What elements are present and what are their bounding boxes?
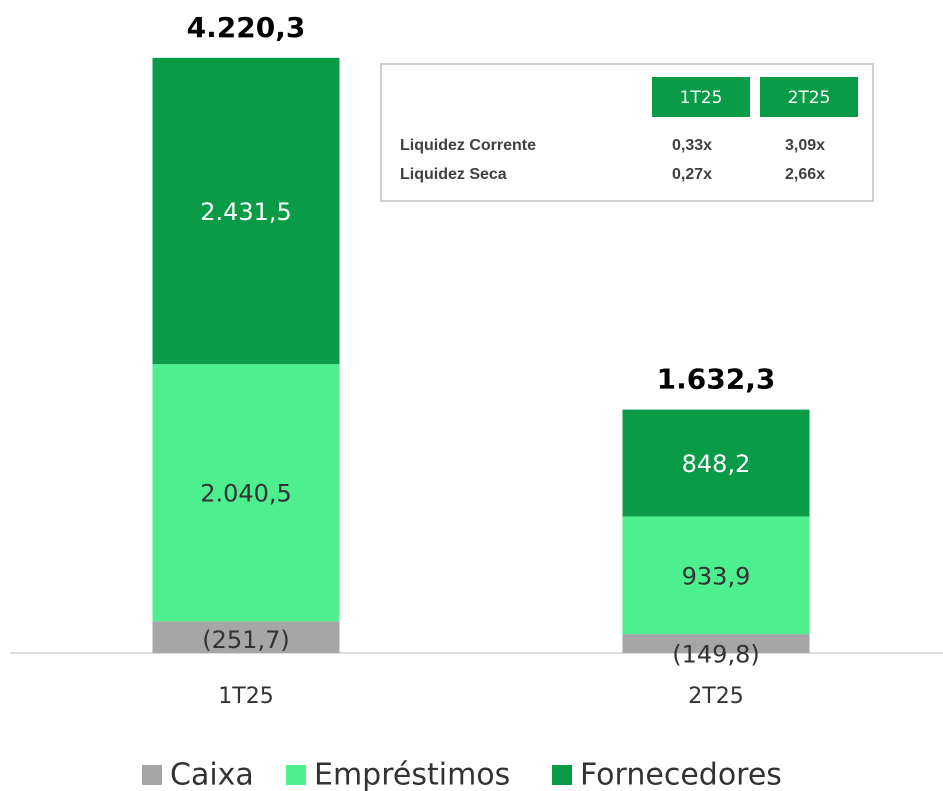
bar-segment bbox=[152, 57, 340, 365]
cell: 3,09x bbox=[785, 137, 825, 154]
cell: 0,33x bbox=[672, 137, 712, 154]
ratio-table: 1T25 2T25 Liquidez Corrente 0,33x 3,09x … bbox=[380, 63, 874, 202]
x-tick-label: 2T25 bbox=[688, 684, 743, 709]
bar-segment bbox=[622, 409, 810, 517]
header-cell bbox=[760, 77, 858, 117]
cell: 2,66x bbox=[785, 166, 825, 183]
header-label: 2T25 bbox=[788, 88, 831, 108]
value-label: (251,7) bbox=[202, 626, 289, 654]
bar-segment bbox=[152, 364, 340, 622]
legend-label: Caixa bbox=[170, 758, 254, 791]
total-label: 1.632,3 bbox=[657, 363, 776, 396]
legend-label: Fornecedores bbox=[580, 758, 782, 791]
header-label: 1T25 bbox=[680, 88, 723, 108]
legend-label: Empréstimos bbox=[314, 758, 510, 791]
value-label: 2.040,5 bbox=[200, 480, 292, 508]
value-label: (149,8) bbox=[672, 641, 759, 669]
cell: 0,27x bbox=[672, 166, 712, 183]
bar-segment bbox=[622, 634, 810, 653]
x-tick-label: 1T25 bbox=[218, 684, 273, 709]
legend-swatch bbox=[286, 765, 306, 785]
legend-swatch bbox=[142, 765, 162, 785]
value-label: 2.431,5 bbox=[200, 198, 292, 226]
bar-segment bbox=[152, 621, 340, 653]
header-cell bbox=[652, 77, 750, 117]
bar-segment bbox=[622, 516, 810, 635]
total-label: 4.220,3 bbox=[187, 11, 306, 44]
legend-swatch bbox=[552, 765, 572, 785]
row-label: Liquidez Corrente bbox=[400, 137, 536, 154]
row-label: Liquidez Seca bbox=[400, 166, 507, 183]
value-label: 848,2 bbox=[682, 450, 751, 478]
value-label: 933,9 bbox=[682, 562, 751, 590]
